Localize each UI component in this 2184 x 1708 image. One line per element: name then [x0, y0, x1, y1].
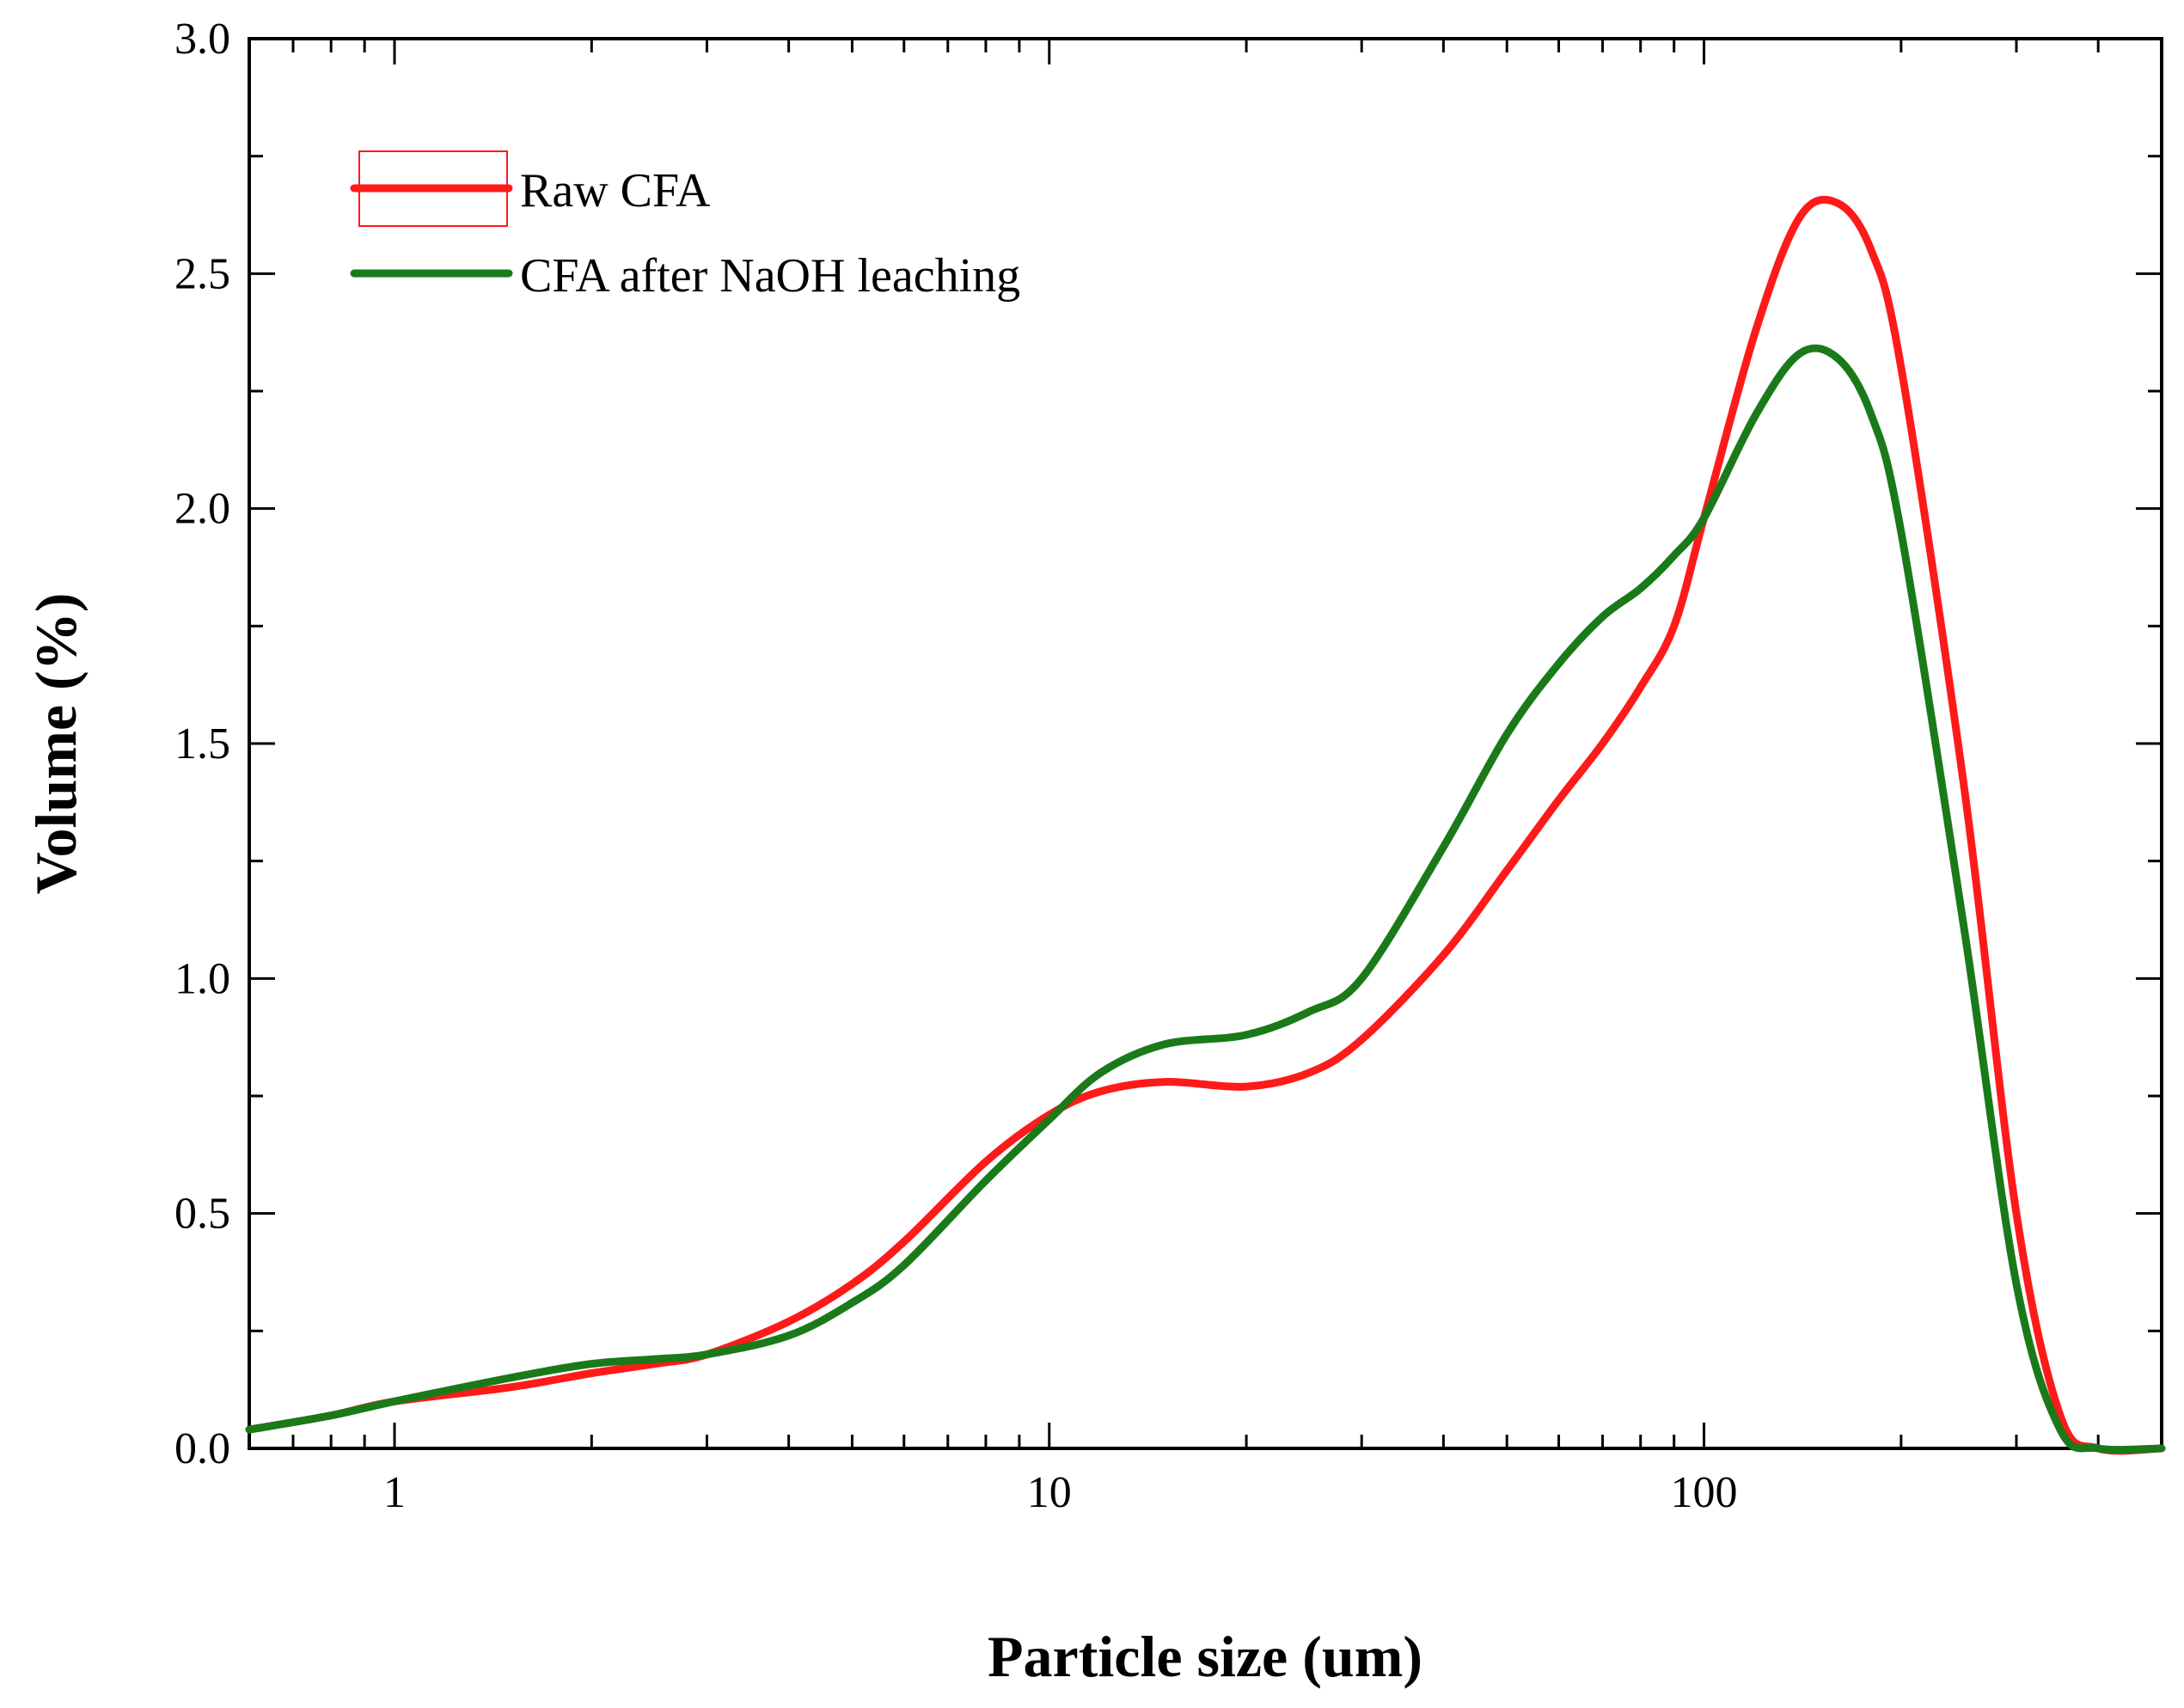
y-tick-label: 0.5: [174, 1190, 230, 1239]
x-tick-label: 100: [1671, 1468, 1738, 1517]
y-tick-label: 0.0: [174, 1424, 230, 1473]
y-axis-ticks: 0.0 0.5 1.0 1.5 2.0 2.5 3.0: [174, 15, 2162, 1473]
x-tick-label: 10: [1027, 1468, 1072, 1517]
y-tick-label: 2.0: [174, 485, 230, 534]
x-tick-label: 1: [383, 1468, 406, 1517]
y-tick-label: 2.5: [174, 249, 230, 298]
legend: Raw CFA CFA after NaOH leaching: [350, 150, 1020, 303]
x-axis-ticks: 1 10 100: [248, 39, 2163, 1517]
y-axis-title: Volume (%): [23, 593, 89, 895]
x-axis-title: Particle size (um): [988, 1624, 1422, 1689]
series-line-cfa-after-naoh: [245, 344, 2166, 1454]
legend-label-cfa-after-naoh: CFA after NaOH leaching: [520, 249, 1020, 303]
y-tick-label: 3.0: [174, 15, 230, 64]
y-tick-label: 1.5: [174, 719, 230, 768]
y-tick-label: 1.0: [174, 954, 230, 1003]
legend-label-raw-cfa: Raw CFA: [520, 164, 711, 217]
series-layer: [245, 195, 2166, 1455]
series-line-raw-cfa: [245, 195, 2166, 1455]
